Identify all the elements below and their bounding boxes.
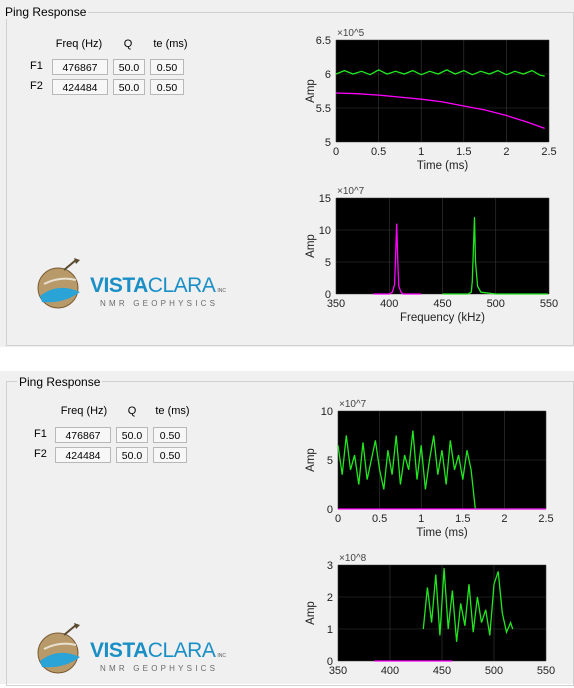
q-field-f2[interactable]: 50.0 — [113, 79, 145, 95]
x-tick-label: 0.5 — [372, 513, 387, 525]
y-tick-label: 6 — [325, 69, 331, 81]
x-tick-label: 1 — [418, 146, 424, 158]
header-te: te (ms) — [153, 38, 188, 50]
freq-field-f2[interactable]: 424484 — [55, 447, 111, 463]
series-line-green — [337, 430, 546, 510]
y-tick-label: 5 — [327, 455, 333, 467]
y-axis-label: Amp — [305, 79, 317, 103]
x-tick-label: 350 — [327, 298, 345, 310]
series-line-green — [442, 217, 548, 295]
y-tick-label: 6.5 — [316, 35, 331, 47]
x-axis-label: Time (ms) — [416, 527, 467, 539]
y-tick-label: 0 — [325, 289, 331, 301]
y-tick-label: 10 — [319, 225, 331, 237]
y-tick-label: 0 — [327, 504, 333, 516]
x-tick-label: 450 — [433, 298, 451, 310]
freq-field-f2[interactable]: 424484 — [52, 79, 108, 95]
y-tick-label: 10 — [321, 406, 333, 418]
y-tick-label: 5.5 — [316, 103, 331, 115]
logo-subtitle: NMR GEOPHYSICS — [100, 664, 219, 673]
y-tick-label: 2 — [327, 592, 333, 604]
ping-response-panel-1: Ping Response Freq (Hz) Q te (ms) F1 476… — [0, 0, 574, 347]
logo-inc-text: INC — [217, 288, 226, 294]
series-line-magenta — [373, 223, 422, 295]
y-tick-label: 5 — [325, 137, 331, 149]
logo-vista-text: VISTA — [90, 274, 148, 297]
vista-clara-logo: VISTACLARA INC NMR GEOPHYSICS — [34, 623, 234, 683]
x-tick-label: 500 — [487, 298, 505, 310]
x-tick-label: 0 — [333, 146, 339, 158]
x-tick-label: 550 — [537, 665, 555, 677]
y-tick-label: 5 — [325, 257, 331, 269]
logo-globe-icon — [37, 623, 80, 674]
series-line-green — [335, 69, 545, 77]
axis-exponent-label: ×10^8 — [339, 553, 367, 564]
logo-inc-text: INC — [217, 653, 226, 659]
x-tick-label: 0 — [335, 513, 341, 525]
series-line-magenta — [335, 92, 545, 130]
y-axis-label: Amp — [305, 234, 317, 258]
x-tick-label: 400 — [381, 665, 399, 677]
axis-exponent-label: ×10^7 — [339, 399, 367, 410]
x-axis-label: Time (ms) — [417, 160, 468, 172]
q-field-f2[interactable]: 50.0 — [116, 447, 148, 463]
y-axis-label: Amp — [305, 601, 317, 625]
group-title: Ping Response — [3, 5, 89, 19]
row-label-f2: F2 — [30, 80, 43, 92]
row-label-f2: F2 — [34, 448, 47, 460]
logo-globe-icon — [37, 258, 80, 309]
header-q: Q — [127, 405, 137, 417]
x-tick-label: 2 — [501, 513, 507, 525]
x-tick-label: 2 — [503, 146, 509, 158]
logo-clara-text: CLARA — [147, 639, 216, 662]
x-tick-label: 1.5 — [455, 513, 470, 525]
series-line-green — [422, 568, 514, 642]
q-field-f1[interactable]: 50.0 — [113, 59, 145, 75]
te-field-f2[interactable]: 0.50 — [150, 79, 184, 95]
te-field-f2[interactable]: 0.50 — [153, 447, 187, 463]
x-tick-label: 2.5 — [538, 513, 553, 525]
row-label-f1: F1 — [30, 60, 43, 72]
frequency-spectrum-chart: 350 400 450 500 550 0 5 10 15 ×10^7 Frequency (kHz… — [305, 186, 558, 324]
y-tick-label: 15 — [319, 193, 331, 205]
y-axis-label: Amp — [305, 448, 317, 472]
x-tick-label: 1.5 — [456, 146, 471, 158]
freq-field-f1[interactable]: 476867 — [52, 59, 108, 75]
te-field-f1[interactable]: 0.50 — [153, 427, 187, 443]
logo-clara-text: CLARA — [147, 274, 216, 297]
frequency-spectrum-chart: 350 400 450 500 550 0 1 2 3 ×10^8 Amp — [305, 553, 555, 677]
y-tick-label: 3 — [327, 560, 333, 572]
header-q: Q — [123, 38, 133, 50]
y-tick-label: 1 — [327, 624, 333, 636]
time-response-chart: 0 0.5 1 1.5 2 2.5 0 5 10 ×10^7 Time (ms) Amp — [305, 399, 554, 539]
x-tick-label: 500 — [485, 665, 503, 677]
ping-response-panel-2: Ping Response Freq (Hz) Q te (ms) F1 476… — [0, 371, 574, 686]
x-axis-label: Frequency (kHz) — [400, 312, 485, 324]
header-te: te (ms) — [155, 405, 190, 417]
x-tick-label: 2.5 — [541, 146, 556, 158]
plot-background — [336, 40, 549, 142]
time-response-chart: 0 0.5 1 1.5 2 2.5 5 5.5 6 6.5 ×10^5 Time (ms) Amp — [305, 28, 557, 172]
x-tick-label: 0.5 — [371, 146, 386, 158]
logo-vista-text: VISTA — [90, 639, 148, 662]
x-tick-label: 550 — [540, 298, 558, 310]
row-label-f1: F1 — [34, 428, 47, 440]
logo-subtitle: NMR GEOPHYSICS — [100, 299, 219, 308]
x-tick-label: 1 — [418, 513, 424, 525]
x-tick-label: 400 — [380, 298, 398, 310]
header-freq: Freq (Hz) — [60, 405, 108, 417]
te-field-f1[interactable]: 0.50 — [150, 59, 184, 75]
x-tick-label: 350 — [329, 665, 347, 677]
group-title: Ping Response — [17, 375, 103, 389]
q-field-f1[interactable]: 50.0 — [116, 427, 148, 443]
freq-field-f1[interactable]: 476867 — [55, 427, 111, 443]
axis-exponent-label: ×10^5 — [337, 28, 365, 39]
y-tick-label: 0 — [327, 656, 333, 668]
axis-exponent-label: ×10^7 — [337, 186, 365, 197]
x-tick-label: 450 — [433, 665, 451, 677]
header-freq: Freq (Hz) — [55, 38, 103, 50]
vista-clara-logo: VISTACLARA INC NMR GEOPHYSICS — [34, 258, 234, 318]
